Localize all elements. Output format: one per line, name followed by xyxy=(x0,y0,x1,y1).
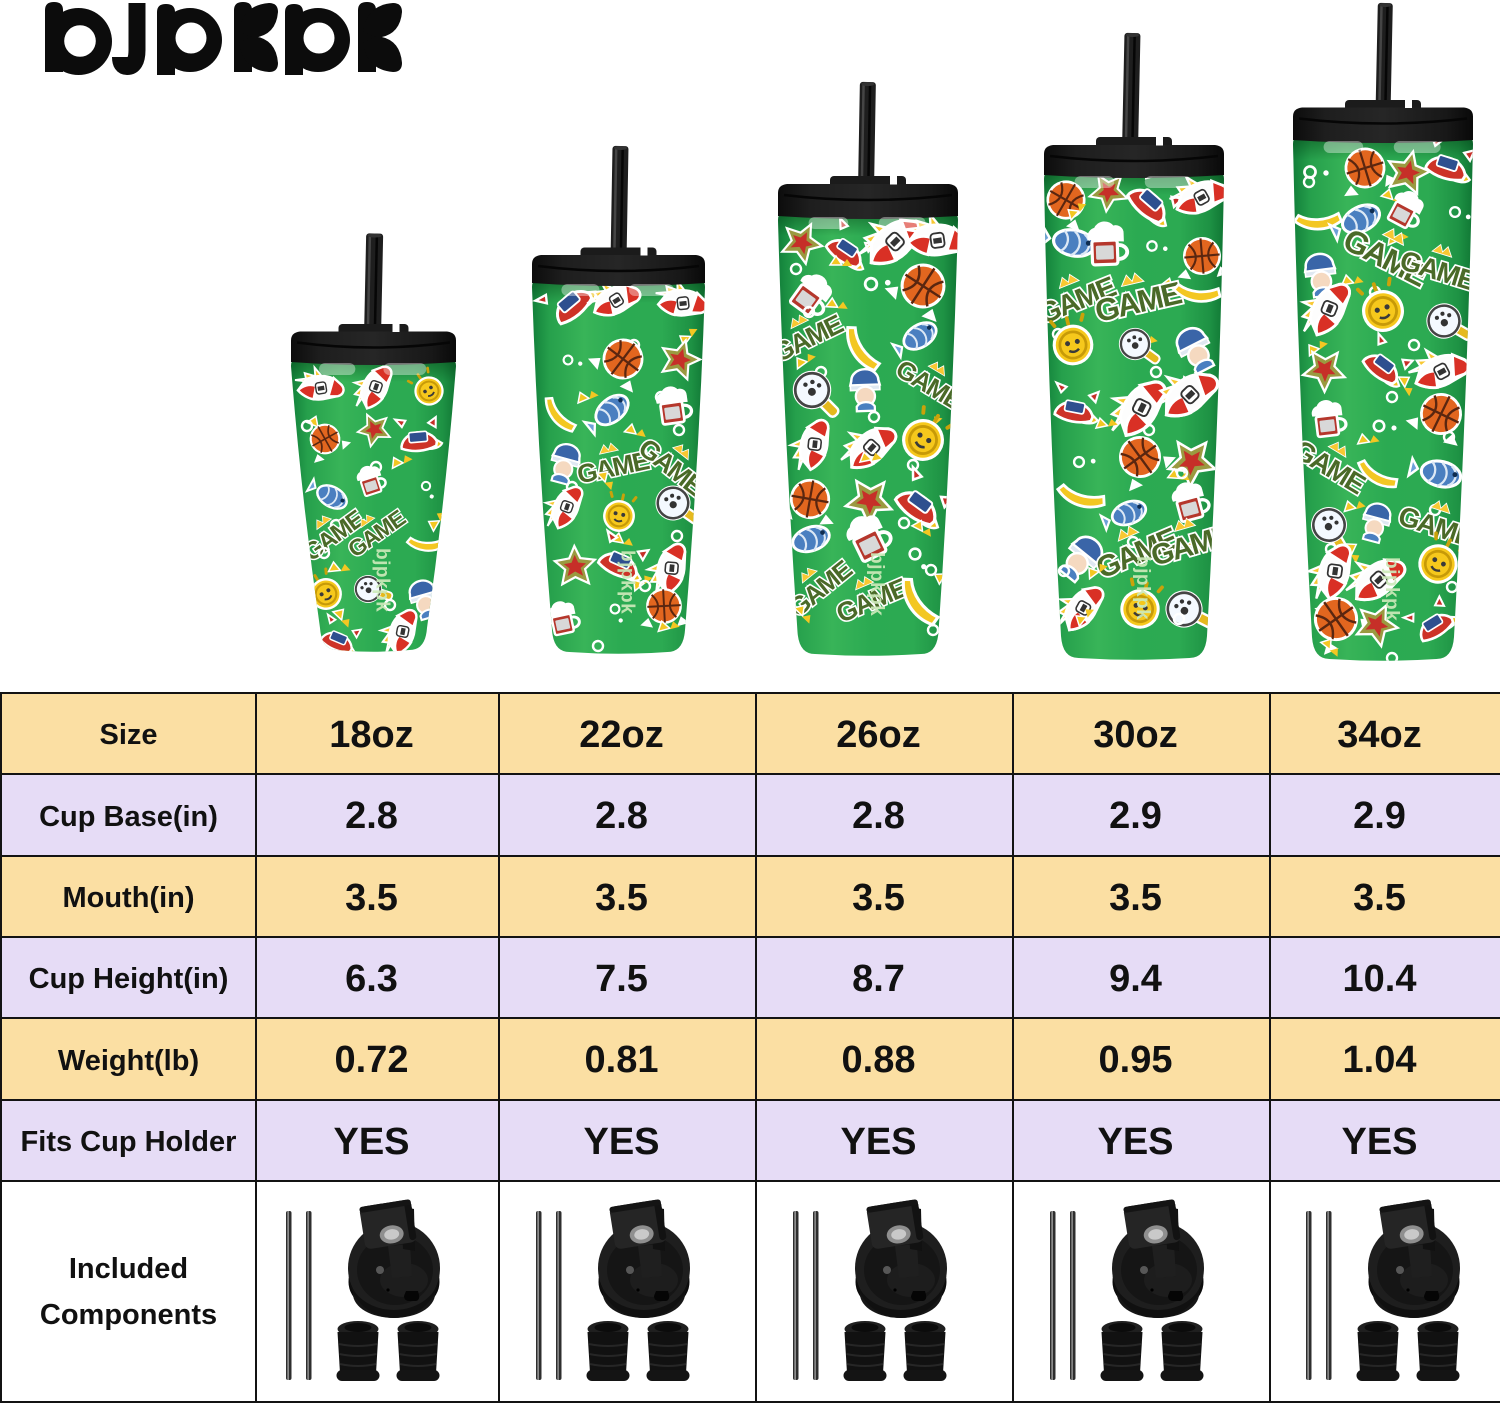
svg-text:bjpkpk: bjpkpk xyxy=(1381,557,1402,621)
svg-text:bjpkpk: bjpkpk xyxy=(617,550,638,614)
svg-text:bjpkpk: bjpkpk xyxy=(372,548,393,612)
svg-text:bjpkpk: bjpkpk xyxy=(1132,556,1153,620)
svg-text:bjpkpk: bjpkpk xyxy=(866,552,887,616)
